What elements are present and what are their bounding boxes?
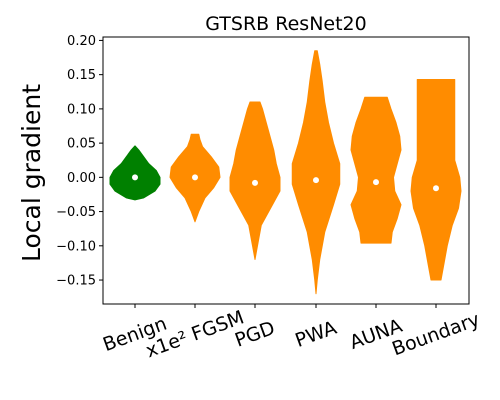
y-axis-label: Local gradient (17, 84, 46, 262)
chart-title: GTSRB ResNet20 (205, 13, 366, 35)
violins (109, 50, 462, 295)
plot-frame (102, 36, 470, 305)
y-axis-ticks: 0.20 0.15 0.10 0.05 0.00 −0.05 −0.10 −0.15 (56, 34, 103, 289)
y-tick-label: −0.05 (56, 205, 96, 220)
median-marker (373, 179, 379, 186)
y-tick-label: −0.15 (56, 274, 96, 289)
median-marker (433, 185, 439, 192)
y-tick-label: 0.15 (67, 68, 96, 83)
y-tick-label: 0.00 (67, 171, 96, 186)
median-marker (252, 179, 258, 186)
violin-1 (109, 145, 161, 201)
y-tick-label: 0.10 (67, 102, 96, 117)
median-markers (132, 174, 439, 192)
violin-5 (350, 96, 402, 244)
median-marker (132, 174, 138, 181)
median-marker (192, 174, 198, 181)
y-tick-label: −0.10 (56, 239, 96, 254)
x-tick-label: PWA (292, 317, 339, 352)
median-marker (313, 177, 319, 184)
violin-4 (291, 50, 341, 295)
x-tick-label: Boundary (389, 308, 483, 360)
violin-6 (410, 78, 462, 281)
y-tick-label: 0.20 (67, 34, 96, 49)
y-tick-label: 0.05 (67, 137, 96, 152)
